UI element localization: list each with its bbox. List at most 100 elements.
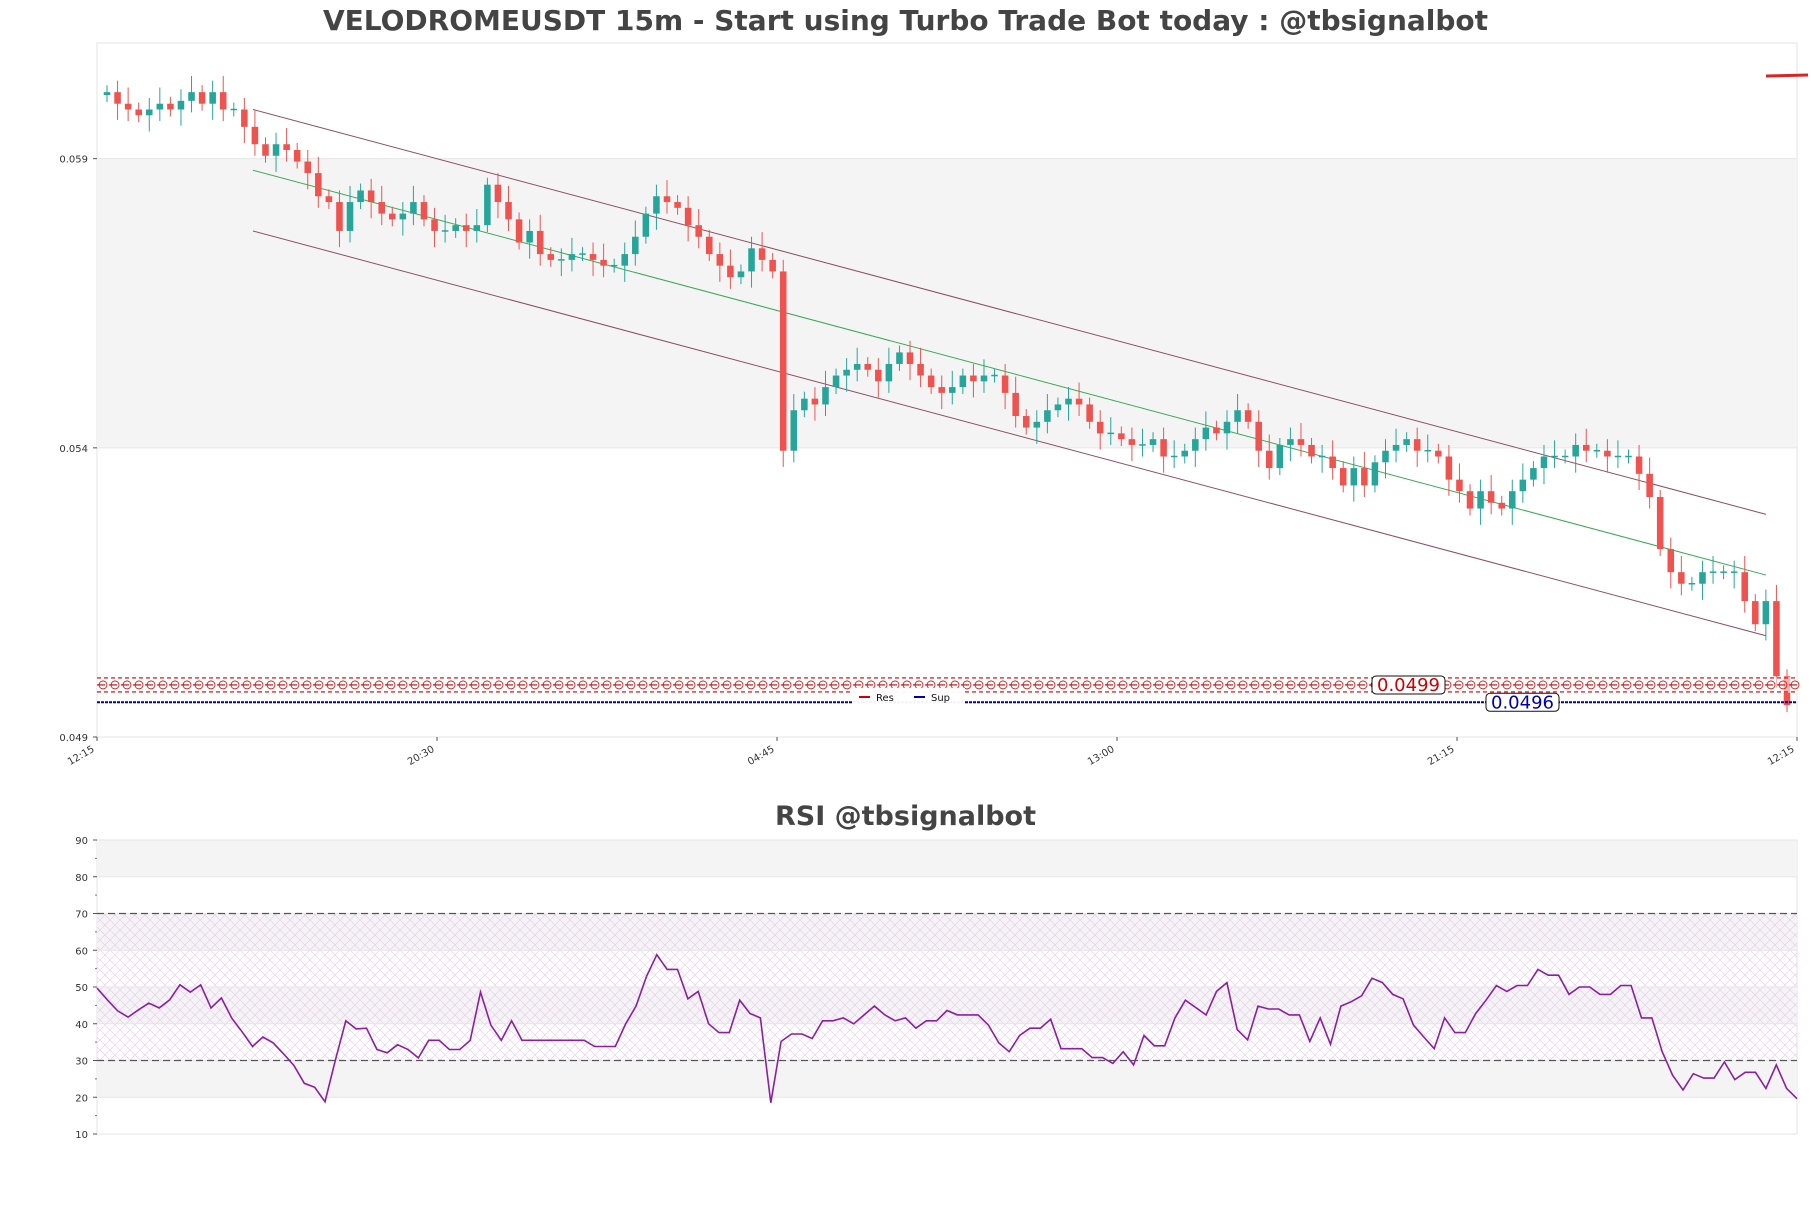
resistance-marker	[1094, 680, 1104, 690]
x-tick-label: 12:15	[1766, 744, 1796, 768]
candle	[896, 345, 903, 371]
candle	[325, 189, 333, 209]
candle-body	[1709, 571, 1717, 573]
resistance-marker	[1622, 680, 1632, 690]
resistance-marker	[242, 680, 252, 690]
rsi-chart-title: RSI @tbsignalbot	[774, 801, 1037, 832]
candle	[1255, 410, 1262, 467]
candle	[737, 264, 745, 285]
resistance-marker	[1070, 680, 1080, 690]
resistance-marker	[302, 680, 312, 690]
candle	[748, 236, 755, 288]
candle	[389, 206, 396, 227]
candle	[927, 368, 935, 395]
candle	[420, 195, 428, 227]
resistance-marker	[998, 680, 1008, 690]
legend-box	[853, 688, 965, 706]
candle	[1477, 479, 1484, 525]
resistance-marker	[566, 680, 576, 690]
candle	[705, 229, 713, 262]
resistance-marker	[1118, 680, 1128, 690]
candle-body	[1456, 479, 1463, 492]
candle-body	[473, 225, 481, 231]
resistance-marker	[782, 680, 792, 690]
candle-body	[1582, 444, 1590, 451]
candle	[473, 208, 481, 243]
resistance-marker	[1514, 680, 1524, 690]
resistance-marker	[1682, 680, 1692, 690]
candle-body	[1604, 450, 1611, 457]
candle	[1604, 439, 1611, 473]
candle	[1107, 417, 1115, 445]
resistance-marker	[278, 680, 288, 690]
y-tick-label: 0.059	[59, 155, 88, 166]
candle-body	[1107, 432, 1115, 435]
resistance-marker	[1106, 680, 1116, 690]
candle-body	[420, 202, 428, 220]
candle-body	[156, 103, 164, 110]
candle	[1213, 420, 1220, 441]
candle	[1625, 449, 1632, 464]
candle-body	[970, 375, 977, 382]
candle-body	[674, 202, 681, 208]
resistance-marker	[206, 680, 216, 690]
resistance-marker	[110, 680, 120, 690]
candle	[1561, 449, 1569, 464]
candle	[1276, 438, 1284, 476]
candle	[980, 359, 988, 393]
candle	[1773, 584, 1780, 688]
candle-body	[642, 213, 650, 237]
candle-body	[272, 144, 280, 156]
resistance-marker	[1298, 680, 1308, 690]
last-price-marker	[1765, 73, 1809, 78]
resistance-marker	[1766, 680, 1776, 690]
candle-body	[1265, 450, 1273, 469]
candle-body	[589, 254, 597, 260]
candle	[536, 214, 544, 266]
candle	[1498, 495, 1505, 516]
candle-body	[505, 202, 512, 220]
candle	[346, 185, 354, 243]
candle-body	[135, 109, 142, 116]
candle	[1699, 560, 1706, 600]
candle	[1339, 461, 1347, 493]
resistance-marker	[134, 680, 144, 690]
candle	[970, 363, 977, 398]
candle	[1223, 410, 1231, 450]
candle-body	[262, 144, 269, 156]
candle	[188, 75, 195, 113]
candle-body	[1181, 450, 1189, 457]
candle	[1128, 427, 1136, 462]
candle-body	[959, 375, 967, 388]
candle	[167, 96, 174, 117]
candle	[1149, 432, 1157, 452]
resistance-marker	[434, 680, 444, 690]
candle-body	[1086, 404, 1093, 422]
candle-body	[515, 219, 523, 243]
candle	[177, 89, 185, 126]
resistance-marker	[530, 680, 540, 690]
candle-body	[843, 369, 850, 376]
channel-lower-line	[252, 230, 1767, 637]
candle	[1170, 440, 1178, 469]
candle	[811, 387, 819, 421]
resistance-marker	[1754, 680, 1764, 690]
candle-body	[705, 236, 713, 255]
candle	[441, 214, 449, 243]
candle	[198, 85, 206, 111]
candle-body	[1054, 404, 1062, 411]
resistance-marker	[1706, 680, 1716, 690]
candle-body	[663, 196, 671, 203]
resistance-marker	[1490, 680, 1500, 690]
candle-body	[1498, 502, 1505, 509]
resistance-marker	[818, 680, 828, 690]
candle	[1350, 456, 1358, 502]
candle	[1678, 555, 1685, 596]
resistance-marker	[974, 680, 984, 690]
candle-body	[1614, 455, 1622, 458]
resistance-marker	[1358, 680, 1368, 690]
rsi-y-tick-label: 80	[75, 873, 88, 884]
candle-body	[1466, 491, 1474, 509]
candle	[272, 132, 280, 172]
candle-body	[579, 253, 586, 255]
